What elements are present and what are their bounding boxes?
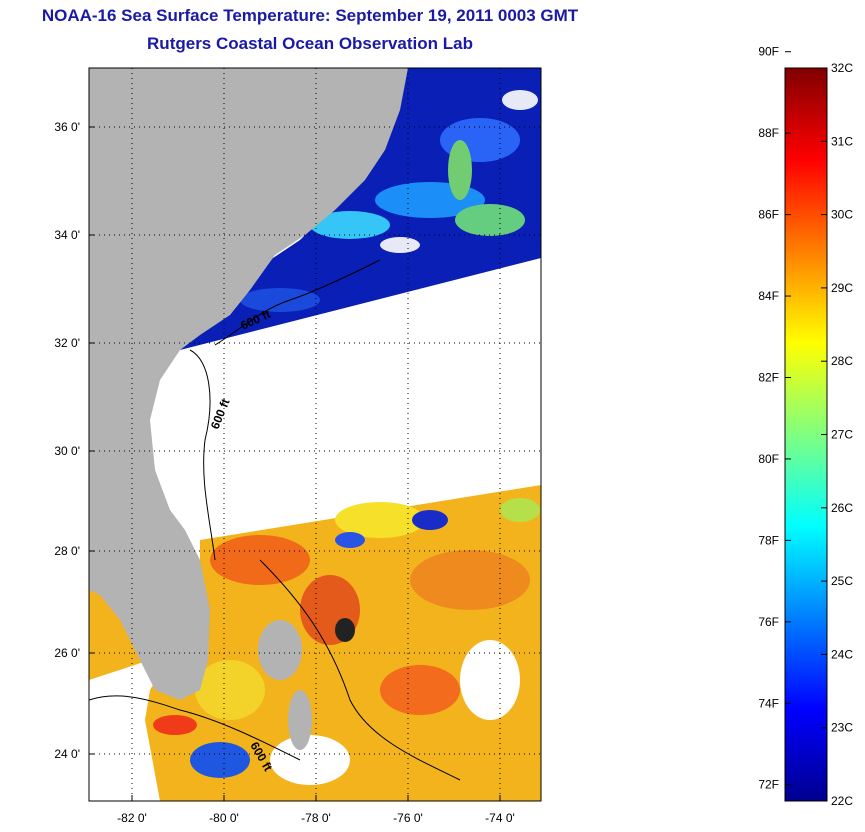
colorbar-celsius-label: 32C <box>831 61 853 75</box>
lat-tick-label: 36 0' <box>54 120 80 134</box>
map-frame <box>88 67 542 802</box>
colorbar-celsius-label: 25C <box>831 574 853 588</box>
lat-tick-label: 30 0' <box>54 444 80 458</box>
colorbar-fahrenheit-label: 82F <box>758 370 779 384</box>
colorbar-fahrenheit-label: 90F <box>758 45 779 59</box>
isobath-contour <box>259 559 461 781</box>
lat-tick-label: 24 0' <box>54 747 80 761</box>
lon-tick-label: -78 0' <box>301 811 331 825</box>
colorbar-fahrenheit-label: 86F <box>758 208 779 222</box>
lat-tick-label: 26 0' <box>54 646 80 660</box>
colorbar-fahrenheit-label: 72F <box>758 778 779 792</box>
colorbar-ticks: 32C 31C 30C 29C 28C 27C 26C 25C 24C 23C 22C 90F 88F 8… <box>758 45 853 808</box>
lon-tick-label: -74 0' <box>485 811 515 825</box>
map-title: NOAA-16 Sea Surface Temperature: Septemb… <box>41 6 579 25</box>
colorbar-celsius-label: 26C <box>831 501 853 515</box>
map-panel: 600 ft 600 ft 600 ft <box>89 68 541 801</box>
colorbar-celsius-label: 29C <box>831 281 853 295</box>
colorbar-celsius-label: 30C <box>831 208 853 222</box>
lat-tick-label: 28 0' <box>54 544 80 558</box>
colorbar-celsius-label: 27C <box>831 428 853 442</box>
isobath-contour <box>214 259 381 346</box>
lat-tick-label: 34 0' <box>54 228 80 242</box>
lon-tick-label: -82 0' <box>117 811 147 825</box>
lat-tick-label: 32 0' <box>54 336 80 350</box>
lon-tick-label: -76 0' <box>393 811 423 825</box>
colorbar-fahrenheit-label: 74F <box>758 696 779 710</box>
isobath-contour <box>89 695 301 761</box>
colorbar-fahrenheit-label: 84F <box>758 289 779 303</box>
colorbar-celsius-label: 23C <box>831 721 853 735</box>
colorbar-fahrenheit-label: 78F <box>758 533 779 547</box>
map-grid <box>89 68 541 801</box>
colorbar-fahrenheit-label: 88F <box>758 126 779 140</box>
colorbar-celsius-label: 24C <box>831 647 853 661</box>
colorbar-celsius-label: 28C <box>831 354 853 368</box>
colorbar-celsius-label: 22C <box>831 794 853 808</box>
sst-gulf-patch <box>89 580 150 680</box>
lon-tick-label: -80 0' <box>209 811 239 825</box>
land-mass <box>89 68 408 700</box>
map-subtitle: Rutgers Coastal Ocean Observation Lab <box>147 34 473 53</box>
temperature-colorbar <box>784 67 828 802</box>
isobath-contour <box>189 349 216 561</box>
colorbar-fahrenheit-label: 80F <box>758 452 779 466</box>
sst-north-patches <box>240 90 538 312</box>
map-tick-marks <box>89 126 501 801</box>
colorbar-celsius-label: 31C <box>831 134 853 148</box>
colorbar-fahrenheit-label: 76F <box>758 615 779 629</box>
